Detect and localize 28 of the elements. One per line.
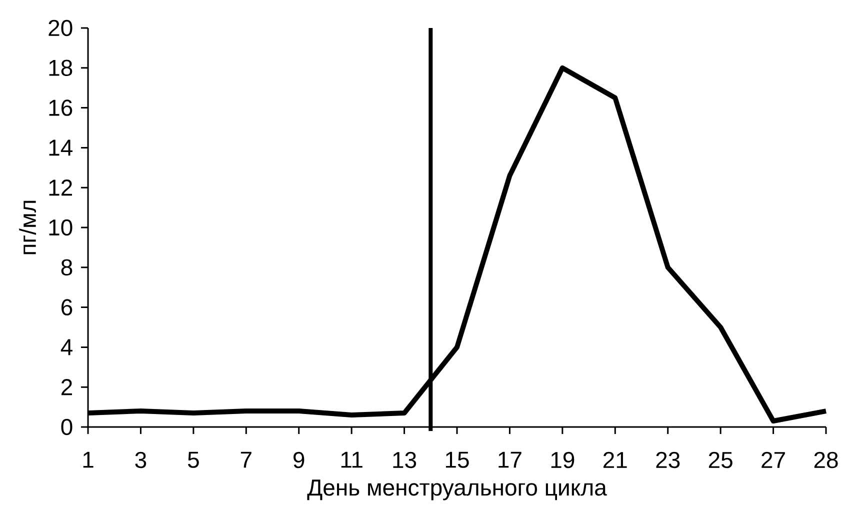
x-axis-title: День менструального цикла	[307, 480, 607, 500]
y-tick-label: 20	[48, 20, 72, 36]
x-tick-label: 5	[188, 452, 199, 468]
x-tick-label: 15	[446, 452, 469, 468]
y-tick-label: 8	[61, 259, 72, 276]
y-tick-label: 14	[49, 140, 72, 156]
x-tick-label: 21	[604, 452, 627, 468]
y-tick-label: 18	[49, 60, 72, 76]
x-tick-label: 9	[294, 452, 304, 468]
y-tick-label: 12	[49, 180, 72, 196]
x-tick-label: 17	[498, 452, 522, 468]
y-tick-label: 2	[62, 379, 72, 396]
x-tick-label: 28	[814, 452, 838, 468]
x-tick-label: 25	[708, 452, 732, 468]
y-tick-label: 0	[61, 418, 72, 436]
x-tick-label: 7	[240, 452, 252, 468]
x-tick-label: 27	[762, 452, 785, 468]
y-tick-label: 4	[60, 339, 72, 356]
x-tick-label: 1	[83, 452, 94, 468]
y-tick-label: 16	[49, 100, 72, 116]
x-tick-label: 11	[341, 452, 362, 468]
x-tick-label: 23	[656, 452, 680, 468]
y-tick-label: 10	[49, 219, 72, 236]
x-tick-label: 13	[393, 452, 416, 468]
y-axis-title: пг/мл	[19, 200, 36, 254]
x-tick-label: 19	[551, 452, 574, 468]
y-tick-label: 6	[62, 299, 72, 316]
x-tick-label: 3	[135, 452, 146, 468]
